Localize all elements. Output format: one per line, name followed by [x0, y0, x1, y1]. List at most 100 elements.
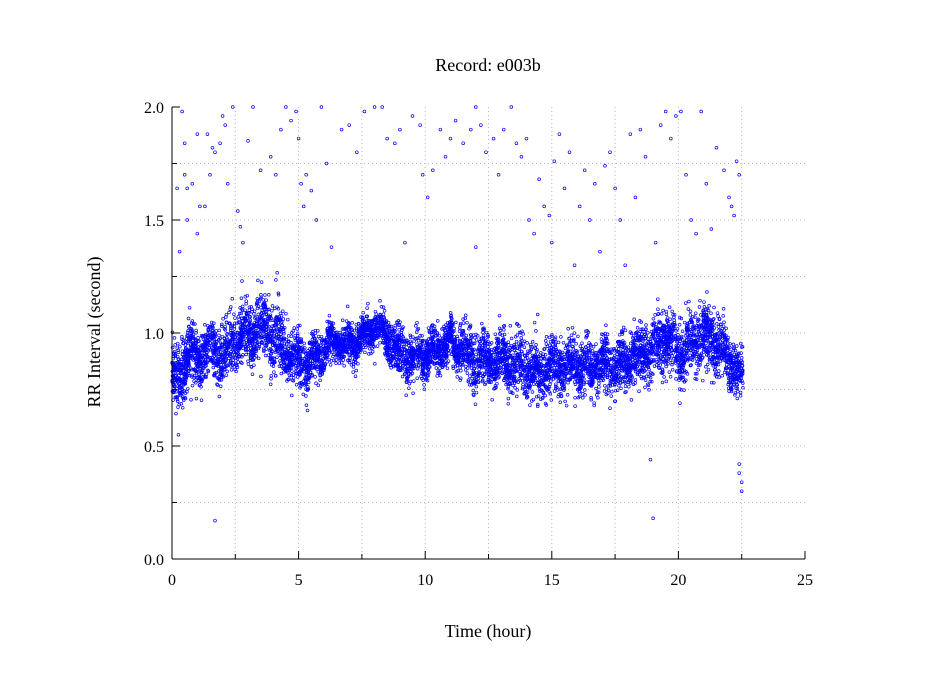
data-point: [327, 313, 332, 318]
data-point: [176, 350, 181, 355]
data-point: [739, 356, 744, 360]
data-point: [227, 310, 231, 315]
data-point: [712, 317, 716, 321]
data-point: [549, 379, 553, 383]
data-point: [576, 334, 580, 339]
data-point: [502, 378, 506, 382]
data-point: [466, 379, 470, 384]
data-point: [203, 323, 207, 327]
data-point: [422, 383, 426, 387]
data-point: [271, 364, 276, 368]
data-point: [519, 336, 523, 340]
data-point: [637, 389, 641, 393]
data-point: [717, 328, 721, 333]
data-point: [172, 336, 177, 340]
data-point: [569, 376, 573, 380]
data-point: [698, 298, 702, 303]
data-point: [471, 388, 475, 393]
data-point: [647, 367, 651, 372]
data-point: [472, 347, 476, 352]
data-point: [438, 373, 443, 378]
data-point: [211, 365, 216, 370]
data-point: [232, 321, 237, 326]
data-point: [651, 316, 656, 321]
data-point: [481, 378, 485, 383]
data-points: [170, 105, 745, 523]
data-point: [378, 340, 382, 345]
data-point: [224, 373, 229, 377]
data-point: [256, 356, 261, 361]
data-point: [623, 328, 628, 333]
data-point: [381, 305, 386, 310]
data-point: [656, 297, 660, 301]
data-point: [544, 339, 548, 343]
data-point: [217, 394, 222, 399]
data-point: [263, 343, 267, 347]
data-point: [521, 332, 525, 336]
data-point: [268, 382, 273, 387]
data-point: [633, 378, 638, 382]
data-point: [219, 324, 224, 329]
data-point: [674, 377, 678, 381]
data-point: [498, 328, 503, 333]
data-point: [199, 377, 204, 382]
data-point: [569, 333, 574, 337]
data-point: [542, 346, 547, 351]
data-point: [185, 330, 190, 335]
data-point: [284, 342, 289, 346]
data-point: [415, 320, 419, 325]
data-point: [196, 336, 200, 340]
data-point: [574, 342, 578, 346]
data-point: [270, 304, 275, 308]
data-point: [712, 380, 716, 385]
data-point: [610, 389, 614, 394]
data-point: [534, 343, 538, 347]
data-point: [365, 306, 369, 310]
data-point: [739, 341, 743, 346]
data-point: [474, 390, 479, 395]
data-point: [639, 320, 643, 324]
data-point: [668, 375, 673, 379]
data-point: [189, 397, 193, 402]
data-point: [186, 316, 191, 321]
data-point: [350, 321, 354, 325]
data-point: [481, 330, 485, 335]
data-point: [570, 325, 575, 330]
data-point: [619, 386, 623, 391]
data-point: [498, 331, 502, 336]
data-point: [304, 403, 309, 408]
data-point: [543, 374, 547, 379]
grid-lines: [172, 107, 805, 559]
data-point: [459, 368, 463, 373]
data-point: [225, 369, 229, 374]
data-point: [623, 345, 627, 350]
data-point: [178, 344, 182, 349]
data-point: [286, 334, 291, 338]
data-point: [220, 322, 224, 327]
data-point: [524, 396, 529, 400]
data-point: [534, 349, 539, 354]
data-point: [620, 369, 624, 373]
data-point: [461, 317, 465, 321]
data-point: [597, 385, 601, 389]
data-point: [715, 322, 719, 326]
data-point: [418, 334, 422, 338]
data-point: [345, 304, 350, 309]
data-point: [626, 345, 631, 349]
data-point: [662, 375, 666, 379]
data-point: [283, 345, 287, 349]
data-point: [435, 374, 439, 378]
data-point: [595, 393, 599, 397]
data-point: [223, 324, 227, 329]
data-point: [589, 397, 593, 402]
data-point: [470, 376, 474, 381]
data-point: [635, 326, 640, 330]
data-point: [278, 359, 282, 363]
data-point: [215, 382, 219, 387]
data-point: [558, 400, 563, 405]
data-point: [706, 367, 711, 372]
data-point: [704, 370, 709, 374]
data-point: [678, 401, 682, 405]
data-point: [281, 309, 285, 313]
